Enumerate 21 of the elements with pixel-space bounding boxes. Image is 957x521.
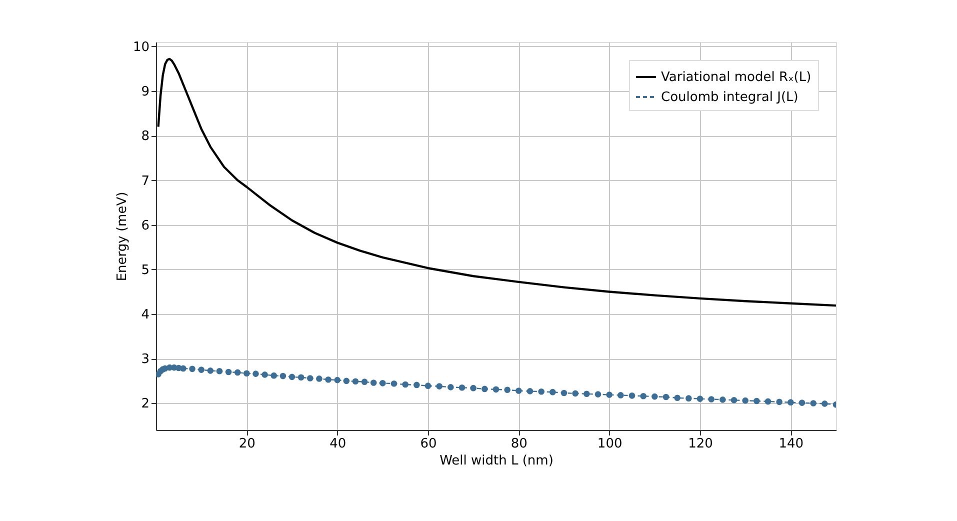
x-tick-label: 100: [597, 436, 622, 452]
y-tick-label: 3: [141, 352, 150, 368]
x-axis-title: Well width L (nm): [440, 454, 554, 468]
x-tick-label: 80: [510, 436, 528, 452]
y-tick-label: 10: [132, 40, 150, 55]
line-series: [157, 58, 836, 307]
y-tick-label: 2: [141, 396, 150, 412]
y-tick-label: 6: [141, 218, 150, 234]
y-tick-label: 7: [141, 174, 150, 189]
legend-label: Variational model Rₓ(L): [661, 70, 812, 85]
y-tick-label: 8: [141, 129, 150, 144]
x-tick-label: 20: [238, 436, 256, 452]
y-tick-label: 4: [141, 308, 150, 323]
y-tick-label: 5: [141, 262, 150, 278]
y-axis-title: Energy (meV): [114, 192, 130, 282]
x-tick-label: 60: [420, 436, 437, 452]
x-tick-label: 120: [688, 436, 713, 452]
x-tick-label: 40: [330, 436, 346, 452]
y-tick-label: 9: [141, 84, 150, 100]
legend-label: Coulomb integral J(L): [661, 90, 798, 105]
x-tick-label: 140: [778, 436, 804, 452]
